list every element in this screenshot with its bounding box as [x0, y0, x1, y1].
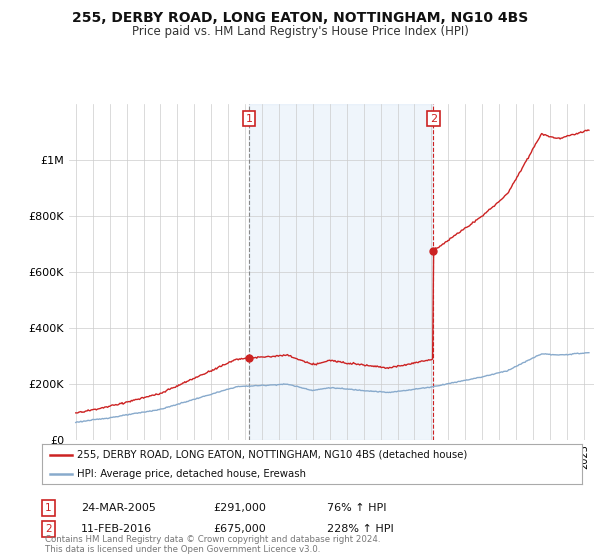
- Text: HPI: Average price, detached house, Erewash: HPI: Average price, detached house, Erew…: [77, 469, 306, 478]
- Text: 1: 1: [45, 503, 52, 513]
- Text: 11-FEB-2016: 11-FEB-2016: [81, 524, 152, 534]
- Text: 2: 2: [430, 114, 437, 124]
- Text: 255, DERBY ROAD, LONG EATON, NOTTINGHAM, NG10 4BS: 255, DERBY ROAD, LONG EATON, NOTTINGHAM,…: [72, 11, 528, 25]
- Text: £291,000: £291,000: [213, 503, 266, 513]
- Text: 228% ↑ HPI: 228% ↑ HPI: [327, 524, 394, 534]
- Bar: [249, 104, 433, 440]
- Text: 1: 1: [245, 114, 253, 124]
- Text: £675,000: £675,000: [213, 524, 266, 534]
- Text: Contains HM Land Registry data © Crown copyright and database right 2024.
This d: Contains HM Land Registry data © Crown c…: [45, 535, 380, 554]
- Text: 255, DERBY ROAD, LONG EATON, NOTTINGHAM, NG10 4BS (detached house): 255, DERBY ROAD, LONG EATON, NOTTINGHAM,…: [77, 450, 467, 460]
- Text: 76% ↑ HPI: 76% ↑ HPI: [327, 503, 386, 513]
- Text: Price paid vs. HM Land Registry's House Price Index (HPI): Price paid vs. HM Land Registry's House …: [131, 25, 469, 38]
- Text: 24-MAR-2005: 24-MAR-2005: [81, 503, 156, 513]
- Text: 2: 2: [45, 524, 52, 534]
